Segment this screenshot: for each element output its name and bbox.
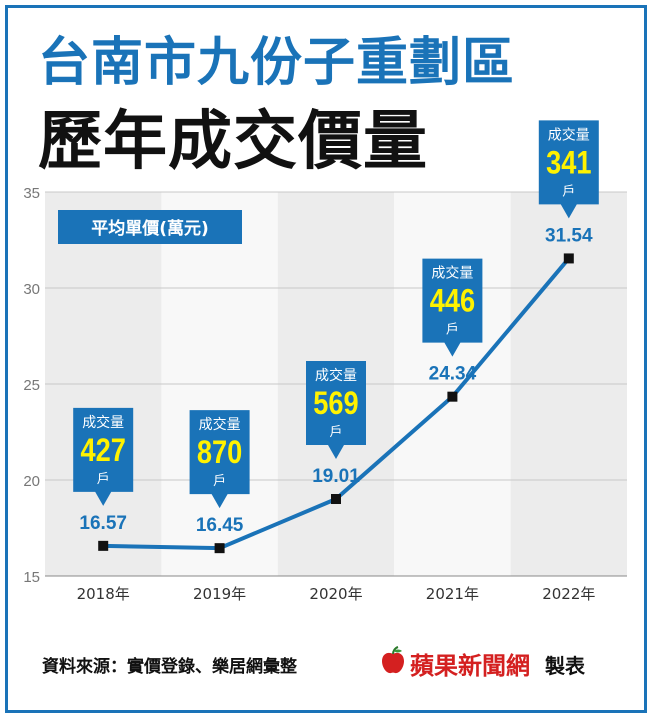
value-label: 31.54 [545,225,593,246]
volume-callout [73,407,134,506]
volume-value: 427 [81,433,126,469]
volume-value: 569 [313,386,358,422]
made-by-label: 製表 [545,654,585,678]
unit-label-box [58,210,242,244]
data-point [214,543,225,554]
volume-callout [538,120,599,219]
volume-callout [306,361,366,460]
data-point [331,494,341,505]
unit-label: 平均單價(萬元) [91,218,209,239]
callout-unit: 戶 [213,474,226,489]
volume-value: 446 [430,284,475,320]
callout-head: 成交量 [431,265,473,282]
chart-title-line1: 台南市九份子重劃區 [38,33,516,93]
callout-unit: 戶 [446,323,459,338]
callout-head: 成交量 [199,416,241,433]
value-label: 16.57 [79,513,127,534]
x-tick-label: 2020年 [309,585,362,603]
chart-title-line2: 歷年成交價量 [38,105,428,179]
callout-head: 成交量 [548,126,590,143]
data-point [447,391,458,402]
y-tick-label: 30 [23,281,40,298]
data-point [98,540,109,551]
callout-unit: 戶 [562,184,575,199]
source-note: 資料來源：實價登錄、樂居網彙整 [42,657,297,677]
volume-callout [189,410,250,509]
y-tick-label: 25 [23,377,40,394]
x-tick-label: 2018年 [77,585,130,603]
callout-unit: 戶 [329,425,342,440]
x-tick-label: 2019年 [193,585,246,603]
volume-value: 870 [197,435,242,471]
y-tick-label: 35 [23,185,40,202]
y-tick-label: 15 [23,569,40,586]
apple-logo-icon [382,646,404,674]
value-label: 16.45 [196,515,244,536]
y-tick-label: 20 [23,473,40,490]
volume-value: 341 [546,145,591,181]
callout-head: 成交量 [315,367,357,384]
brand-name: 蘋果新聞網 [410,652,530,680]
value-label: 24.34 [429,364,477,385]
volume-callout [422,258,483,357]
data-point [563,253,574,264]
callout-unit: 戶 [97,472,110,487]
value-label: 19.01 [312,466,360,487]
x-tick-label: 2022年 [542,585,595,603]
callout-head: 成交量 [82,414,124,431]
x-tick-label: 2021年 [426,585,479,603]
